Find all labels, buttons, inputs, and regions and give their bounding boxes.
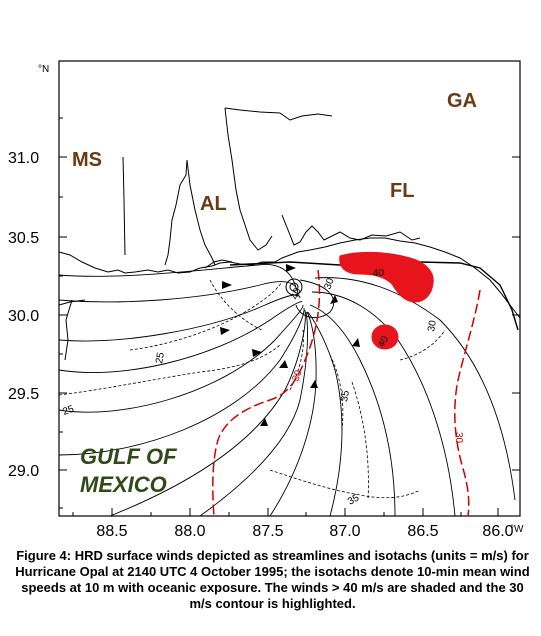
storm-map: °N °W 31.0 30.5 30.0 29.5 29.0 88.5 88.0… [8, 60, 524, 540]
coastline [58, 107, 521, 361]
contour-label: 30 [453, 432, 464, 444]
figure-caption: Figure 4: HRD surface winds depicted as … [15, 548, 530, 611]
analysis-boundary [229, 261, 519, 331]
state-label-fl: FL [390, 180, 414, 202]
x-tick-label: 88.5 [96, 523, 127, 540]
contour-label: 30 [290, 368, 304, 383]
tick-marks [59, 117, 520, 516]
contour-label: 40 [376, 334, 391, 350]
storm-center-icon [285, 278, 303, 296]
contour-label: 25 [61, 404, 76, 418]
x-tick-label: 86.0 [482, 523, 513, 540]
gulf-label-line1: GULF OF [80, 444, 177, 469]
y-tick-label: 31.0 [8, 150, 39, 167]
contour-label: 35 [346, 492, 362, 507]
gulf-label-line2: MEXICO [80, 472, 167, 497]
contour-label: 30 [322, 276, 336, 291]
wind-gt40-shading [339, 251, 434, 350]
contour-label: 25 [154, 351, 167, 364]
plot-frame [58, 60, 521, 517]
state-label-al: AL [200, 193, 227, 215]
x-tick-label: 87.5 [252, 523, 283, 540]
contour-label: 40 [289, 286, 303, 301]
x-tick-label: 86.5 [407, 523, 438, 540]
y-unit-label: °N [38, 64, 49, 75]
contour-label: 30 [426, 319, 439, 332]
y-tick-label: 29.0 [8, 463, 39, 480]
state-label-ga: GA [447, 90, 477, 112]
y-tick-label: 30.5 [8, 230, 39, 247]
x-tick-label: 88.0 [174, 523, 205, 540]
contour-30-highlight [212, 269, 481, 517]
state-label-ms: MS [72, 149, 102, 171]
streamline-arrows [220, 264, 360, 426]
x-unit-label: °W [510, 524, 524, 535]
isotachs [58, 279, 446, 501]
contour-label: 35 [339, 389, 352, 402]
contour-label: 40 [373, 268, 385, 279]
y-tick-label: 29.5 [8, 386, 39, 403]
x-tick-label: 87.0 [329, 523, 360, 540]
y-tick-label: 30.0 [8, 308, 39, 325]
